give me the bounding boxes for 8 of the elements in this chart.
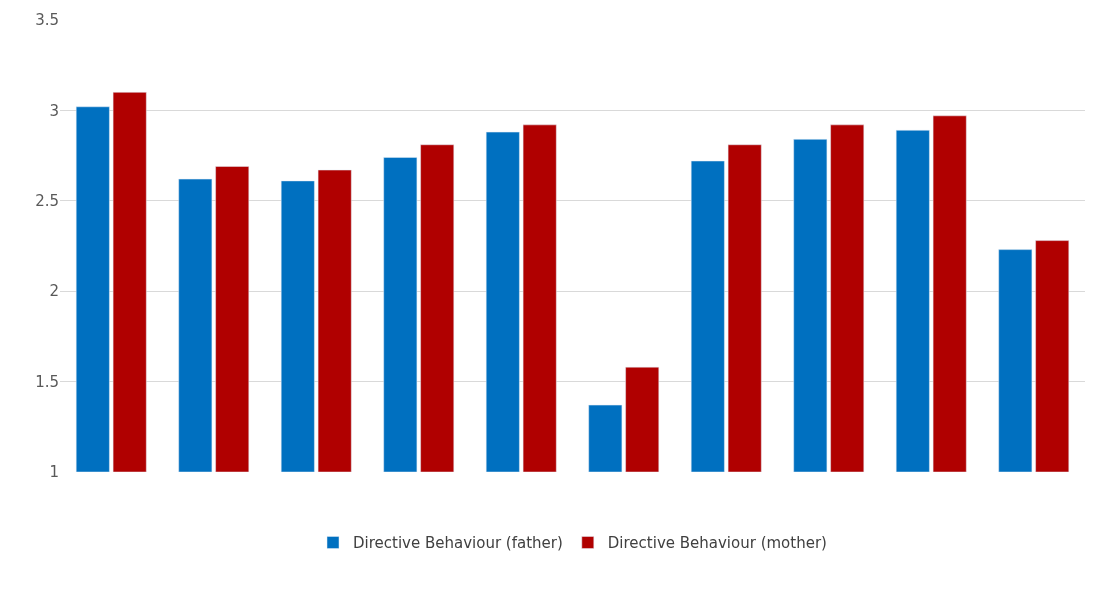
y-tick-label: 2 xyxy=(49,282,59,301)
y-tick-label: 2.5 xyxy=(35,192,59,211)
y-tick-label: 1 xyxy=(49,463,59,482)
y-tick-label: 3 xyxy=(49,101,59,120)
legend-label: Directive Behaviour (mother) xyxy=(607,534,827,553)
y-tick-label: 1.5 xyxy=(35,372,59,391)
legend-label: Directive Behaviour (father) xyxy=(353,534,563,553)
y-tick-label: 3.5 xyxy=(35,11,59,30)
